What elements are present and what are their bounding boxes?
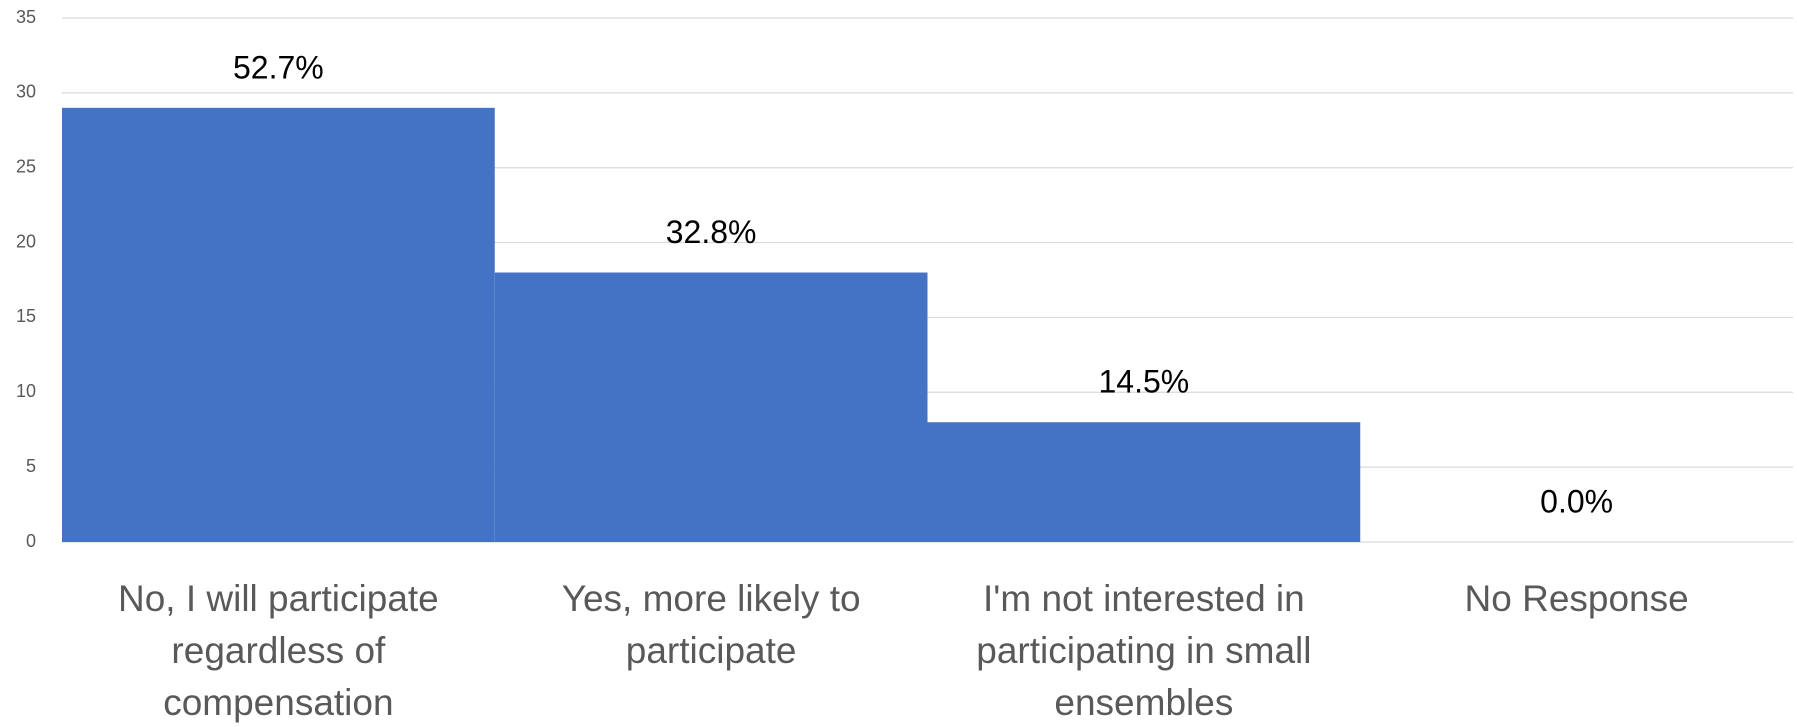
y-tick-label: 15 xyxy=(16,306,36,326)
x-tick-label: Yes, more likely to participate xyxy=(561,578,861,671)
y-tick-label: 10 xyxy=(16,381,36,401)
y-tick-label: 25 xyxy=(16,156,36,176)
y-tick-label: 5 xyxy=(26,456,36,476)
bar xyxy=(62,107,495,542)
x-tick-label: No, I will participate regardless of com… xyxy=(117,578,439,723)
bar xyxy=(927,422,1361,542)
data-label: 52.7% xyxy=(233,49,324,85)
data-label: 0.0% xyxy=(1540,483,1613,519)
x-tick-label: No Response xyxy=(1464,578,1689,619)
data-label: 14.5% xyxy=(1099,364,1190,400)
data-label: 32.8% xyxy=(666,214,757,250)
y-tick-label: 20 xyxy=(16,231,36,251)
bar xyxy=(494,272,928,542)
y-tick-label: 0 xyxy=(26,531,36,551)
x-tick-label: I'm not interested in participating in s… xyxy=(976,578,1312,723)
y-tick-label: 30 xyxy=(16,82,36,102)
y-tick-label: 35 xyxy=(16,7,36,27)
